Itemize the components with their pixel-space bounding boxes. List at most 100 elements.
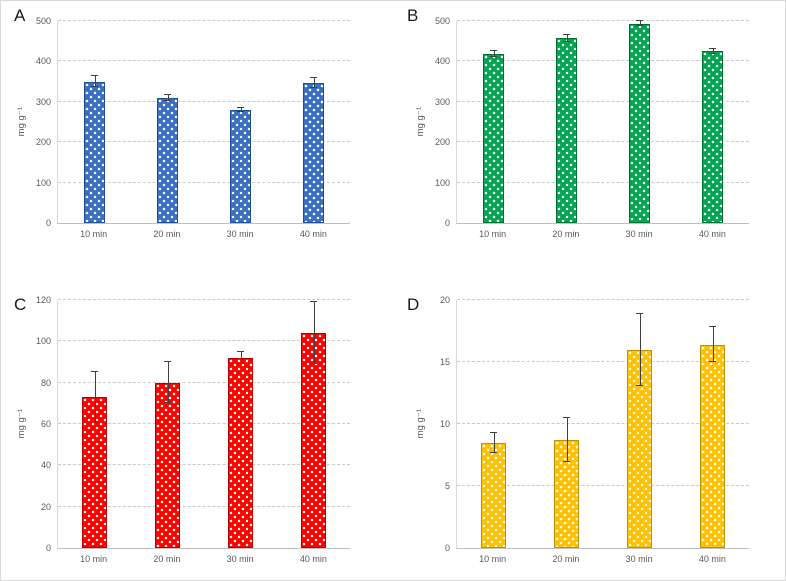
gridline	[58, 299, 350, 300]
y-tick-label: 300	[35, 96, 51, 107]
error-bar-cap	[490, 49, 497, 51]
x-axis: 10 min 20 min 30 min 40 min	[57, 224, 350, 239]
bar-30-min	[230, 109, 251, 223]
y-tick-label: 0	[45, 543, 51, 553]
x-category-label: 40 min	[299, 229, 327, 239]
gridline	[58, 181, 350, 183]
gridline	[58, 381, 350, 383]
gridline	[58, 423, 350, 424]
bar-chart-d: mg g⁻¹ 0 5 10 15 20 10 min 20 min 30 min 40 min	[412, 295, 749, 564]
plot-area	[456, 299, 749, 549]
panel-d: D mg g⁻¹ 0 5 10 15 20 10 min 20 min 30 min 40 m…	[394, 290, 786, 580]
plot-area	[57, 20, 350, 224]
error-bar	[167, 362, 169, 404]
x-category-label: 10 min	[80, 229, 108, 239]
error-bar-cap	[310, 86, 317, 88]
error-bar-cap	[636, 384, 643, 386]
gridline	[58, 340, 350, 342]
y-tick-label: 80	[40, 377, 51, 388]
y-tick-label: 20	[40, 501, 51, 512]
y-tick-label: 200	[35, 137, 51, 148]
error-bar	[94, 372, 96, 422]
gridline	[457, 100, 749, 102]
y-tick-label: 100	[434, 177, 450, 188]
panel-a-label: A	[14, 6, 26, 25]
x-category-label: 10 min	[479, 229, 507, 239]
gridline	[457, 485, 749, 486]
panel-b-label: B	[407, 6, 419, 25]
error-bar	[313, 77, 315, 88]
bar-chart-a: mg g⁻¹ 0 100 200 300 400 500 10 min 20 min 30 m…	[13, 16, 350, 239]
bar-40-min	[301, 333, 326, 548]
bar-40-min	[702, 51, 723, 223]
y-tick-label: 120	[35, 295, 51, 305]
x-category-label: 30 min	[625, 554, 653, 564]
error-bar	[566, 417, 568, 463]
y-tick-label: 400	[35, 56, 51, 67]
error-bar-cap	[91, 75, 98, 77]
bar-40-min	[700, 344, 725, 548]
bar-40-min	[303, 82, 324, 223]
error-bar	[167, 94, 169, 101]
bar-10-min	[483, 54, 504, 223]
x-category-label: 40 min	[299, 554, 327, 564]
y-axis-title-text: mg g⁻¹	[15, 107, 27, 137]
y-tick-label: 40	[40, 460, 51, 471]
y-tick-label: 400	[434, 56, 450, 67]
y-axis: 0 100 200 300 400 500	[29, 16, 57, 228]
x-category-label: 30 min	[226, 229, 254, 239]
x-axis: 10 min 20 min 30 min 40 min	[456, 224, 749, 239]
error-bar-cap	[164, 402, 171, 404]
error-bar	[240, 107, 242, 112]
y-axis-title-text: mg g⁻¹	[414, 107, 426, 137]
y-axis-title-text: mg g⁻¹	[414, 409, 426, 439]
error-bar-cap	[709, 52, 716, 54]
y-axis-title-text: mg g⁻¹	[15, 409, 27, 439]
bar-30-min	[228, 357, 253, 548]
error-bar-cap	[91, 85, 98, 87]
error-bar-cap	[563, 461, 570, 463]
x-category-label: 30 min	[226, 554, 254, 564]
y-tick-label: 60	[40, 419, 51, 429]
y-tick-label: 0	[444, 543, 450, 553]
plot-area	[57, 299, 350, 549]
error-bar-cap	[91, 371, 98, 373]
error-bar-cap	[563, 40, 570, 42]
error-bar-cap	[310, 76, 317, 78]
x-category-label: 40 min	[698, 554, 726, 564]
panel-a: A mg g⁻¹ 0 100 200 300 400 500 10 min 20 min 30…	[1, 1, 394, 290]
error-bar-cap	[636, 312, 643, 314]
x-category-label: 20 min	[552, 554, 580, 564]
y-tick-label: 0	[45, 218, 51, 228]
error-bar-cap	[164, 361, 171, 362]
y-tick-label: 100	[35, 177, 51, 188]
plot-column: 10 min 20 min 30 min 40 min	[57, 20, 350, 239]
error-bar-cap	[237, 106, 244, 108]
error-bar-cap	[636, 20, 643, 22]
error-bar	[712, 327, 714, 362]
bar-20-min	[556, 38, 577, 223]
y-axis-title: mg g⁻¹	[13, 21, 29, 223]
bar-30-min	[627, 349, 652, 548]
gridline	[457, 60, 749, 62]
y-tick-label: 200	[434, 137, 450, 148]
y-axis: 0 5 10 15 20	[428, 295, 456, 553]
error-bar-cap	[490, 56, 497, 58]
panel-d-label: D	[407, 295, 420, 314]
gridline	[457, 423, 749, 424]
bar-20-min	[155, 382, 180, 548]
y-tick-label: 500	[35, 16, 51, 26]
error-bar-cap	[490, 431, 497, 433]
x-category-label: 40 min	[698, 229, 726, 239]
error-bar-cap	[709, 326, 716, 328]
error-bar-cap	[636, 25, 643, 27]
gridline	[457, 361, 749, 362]
gridline	[457, 141, 749, 143]
gridline	[58, 141, 350, 143]
y-axis: 0 20 40 60 80 100 120	[29, 295, 57, 553]
error-bar	[313, 302, 315, 365]
x-axis: 10 min 20 min 30 min 40 min	[456, 549, 749, 564]
gridline	[457, 299, 749, 300]
error-bar-cap	[563, 34, 570, 36]
